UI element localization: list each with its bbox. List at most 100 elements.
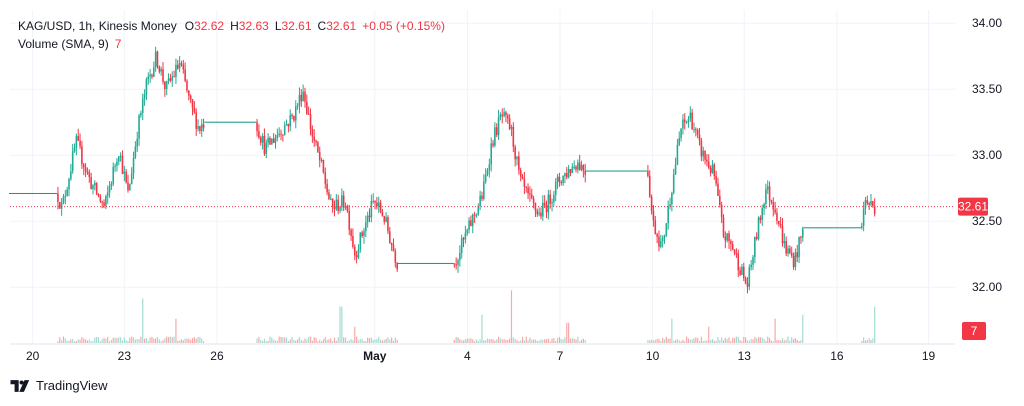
candle-body[interactable]	[320, 159, 323, 161]
candle-body[interactable]	[366, 215, 369, 223]
candle-body[interactable]	[556, 176, 559, 182]
candle-body[interactable]	[862, 208, 865, 227]
candle-body[interactable]	[344, 206, 347, 208]
candle-body[interactable]	[866, 200, 869, 204]
candle-body[interactable]	[702, 150, 705, 157]
candle-body[interactable]	[698, 134, 701, 141]
candle-body[interactable]	[95, 182, 98, 194]
candle-body[interactable]	[101, 201, 103, 203]
candle-body[interactable]	[200, 124, 203, 132]
candle-body[interactable]	[173, 76, 175, 78]
candle-body[interactable]	[754, 236, 756, 258]
candle-body[interactable]	[682, 119, 684, 129]
candle-body[interactable]	[742, 266, 745, 279]
candle-body[interactable]	[543, 202, 546, 206]
candle-body[interactable]	[575, 166, 577, 170]
candle-body[interactable]	[717, 183, 719, 196]
candle-body[interactable]	[188, 90, 190, 96]
candle-body[interactable]	[547, 194, 550, 213]
candle-body[interactable]	[341, 195, 343, 208]
candle-body[interactable]	[156, 51, 159, 67]
candle-body[interactable]	[270, 138, 273, 145]
candle-body[interactable]	[536, 210, 539, 215]
candle-body[interactable]	[357, 249, 360, 258]
candle-body[interactable]	[186, 80, 188, 91]
candle-body[interactable]	[390, 242, 393, 245]
candle-body[interactable]	[280, 133, 282, 135]
candle-body[interactable]	[285, 124, 288, 126]
candle-body[interactable]	[376, 202, 378, 207]
candle-body[interactable]	[372, 200, 375, 202]
candle-body[interactable]	[333, 206, 336, 210]
candle-body[interactable]	[149, 74, 151, 77]
candle-body[interactable]	[328, 192, 330, 200]
candle-body[interactable]	[680, 128, 682, 139]
candle-body[interactable]	[453, 263, 456, 265]
candle-body[interactable]	[94, 182, 96, 186]
candle-body[interactable]	[737, 253, 740, 271]
candle-body[interactable]	[125, 171, 127, 183]
candle-body[interactable]	[707, 161, 710, 168]
candle-body[interactable]	[176, 64, 179, 69]
candle-body[interactable]	[318, 151, 321, 161]
candle-body[interactable]	[483, 181, 485, 199]
candle-body[interactable]	[490, 143, 492, 165]
candle-body[interactable]	[350, 229, 352, 237]
candle-body[interactable]	[652, 210, 655, 221]
candle-body[interactable]	[473, 214, 476, 216]
candle-body[interactable]	[66, 189, 68, 197]
candle-body[interactable]	[396, 262, 398, 270]
candle-body[interactable]	[789, 248, 791, 253]
candle-body[interactable]	[577, 162, 579, 170]
candle-body[interactable]	[195, 112, 198, 129]
candle-body[interactable]	[715, 176, 717, 184]
candle-body[interactable]	[560, 182, 563, 184]
candle-body[interactable]	[265, 142, 268, 155]
candle-body[interactable]	[730, 241, 732, 245]
candle-body[interactable]	[551, 202, 553, 204]
candle-body[interactable]	[119, 155, 122, 157]
candle-body[interactable]	[711, 164, 714, 173]
candle-body[interactable]	[720, 204, 723, 218]
candle-body[interactable]	[519, 169, 522, 177]
candle-body[interactable]	[355, 255, 358, 258]
candle-body[interactable]	[348, 210, 351, 230]
candle-body[interactable]	[785, 240, 787, 254]
candle-body[interactable]	[97, 193, 100, 196]
candle-body[interactable]	[315, 140, 317, 143]
candle-body[interactable]	[685, 121, 688, 123]
candle-body[interactable]	[647, 171, 649, 176]
candle-body[interactable]	[525, 186, 528, 188]
candle-body[interactable]	[132, 157, 135, 174]
candle-body[interactable]	[79, 140, 81, 147]
candle-body[interactable]	[667, 206, 669, 224]
candle-body[interactable]	[470, 220, 472, 226]
candle-body[interactable]	[304, 91, 306, 102]
candle-body[interactable]	[757, 217, 760, 239]
candle-body[interactable]	[741, 266, 743, 275]
candle-body[interactable]	[516, 156, 518, 160]
candle-body[interactable]	[70, 171, 72, 180]
candle-body[interactable]	[755, 236, 758, 239]
candle-body[interactable]	[495, 127, 498, 136]
candle-body[interactable]	[296, 105, 299, 107]
candle-body[interactable]	[385, 217, 387, 222]
candle-body[interactable]	[167, 78, 170, 82]
candle-body[interactable]	[801, 228, 804, 238]
candle-body[interactable]	[175, 64, 177, 77]
candle-body[interactable]	[580, 165, 583, 170]
candle-body[interactable]	[165, 81, 168, 89]
candle-body[interactable]	[501, 114, 504, 117]
candle-body[interactable]	[695, 129, 697, 131]
candle-body[interactable]	[103, 202, 105, 206]
candle-body[interactable]	[164, 81, 166, 89]
candle-body[interactable]	[289, 114, 292, 127]
candle-body[interactable]	[145, 79, 148, 95]
candle-body[interactable]	[197, 126, 199, 129]
candle-body[interactable]	[60, 202, 63, 209]
candle-body[interactable]	[363, 231, 365, 236]
candle-body[interactable]	[567, 169, 570, 178]
candle-body[interactable]	[790, 252, 793, 256]
